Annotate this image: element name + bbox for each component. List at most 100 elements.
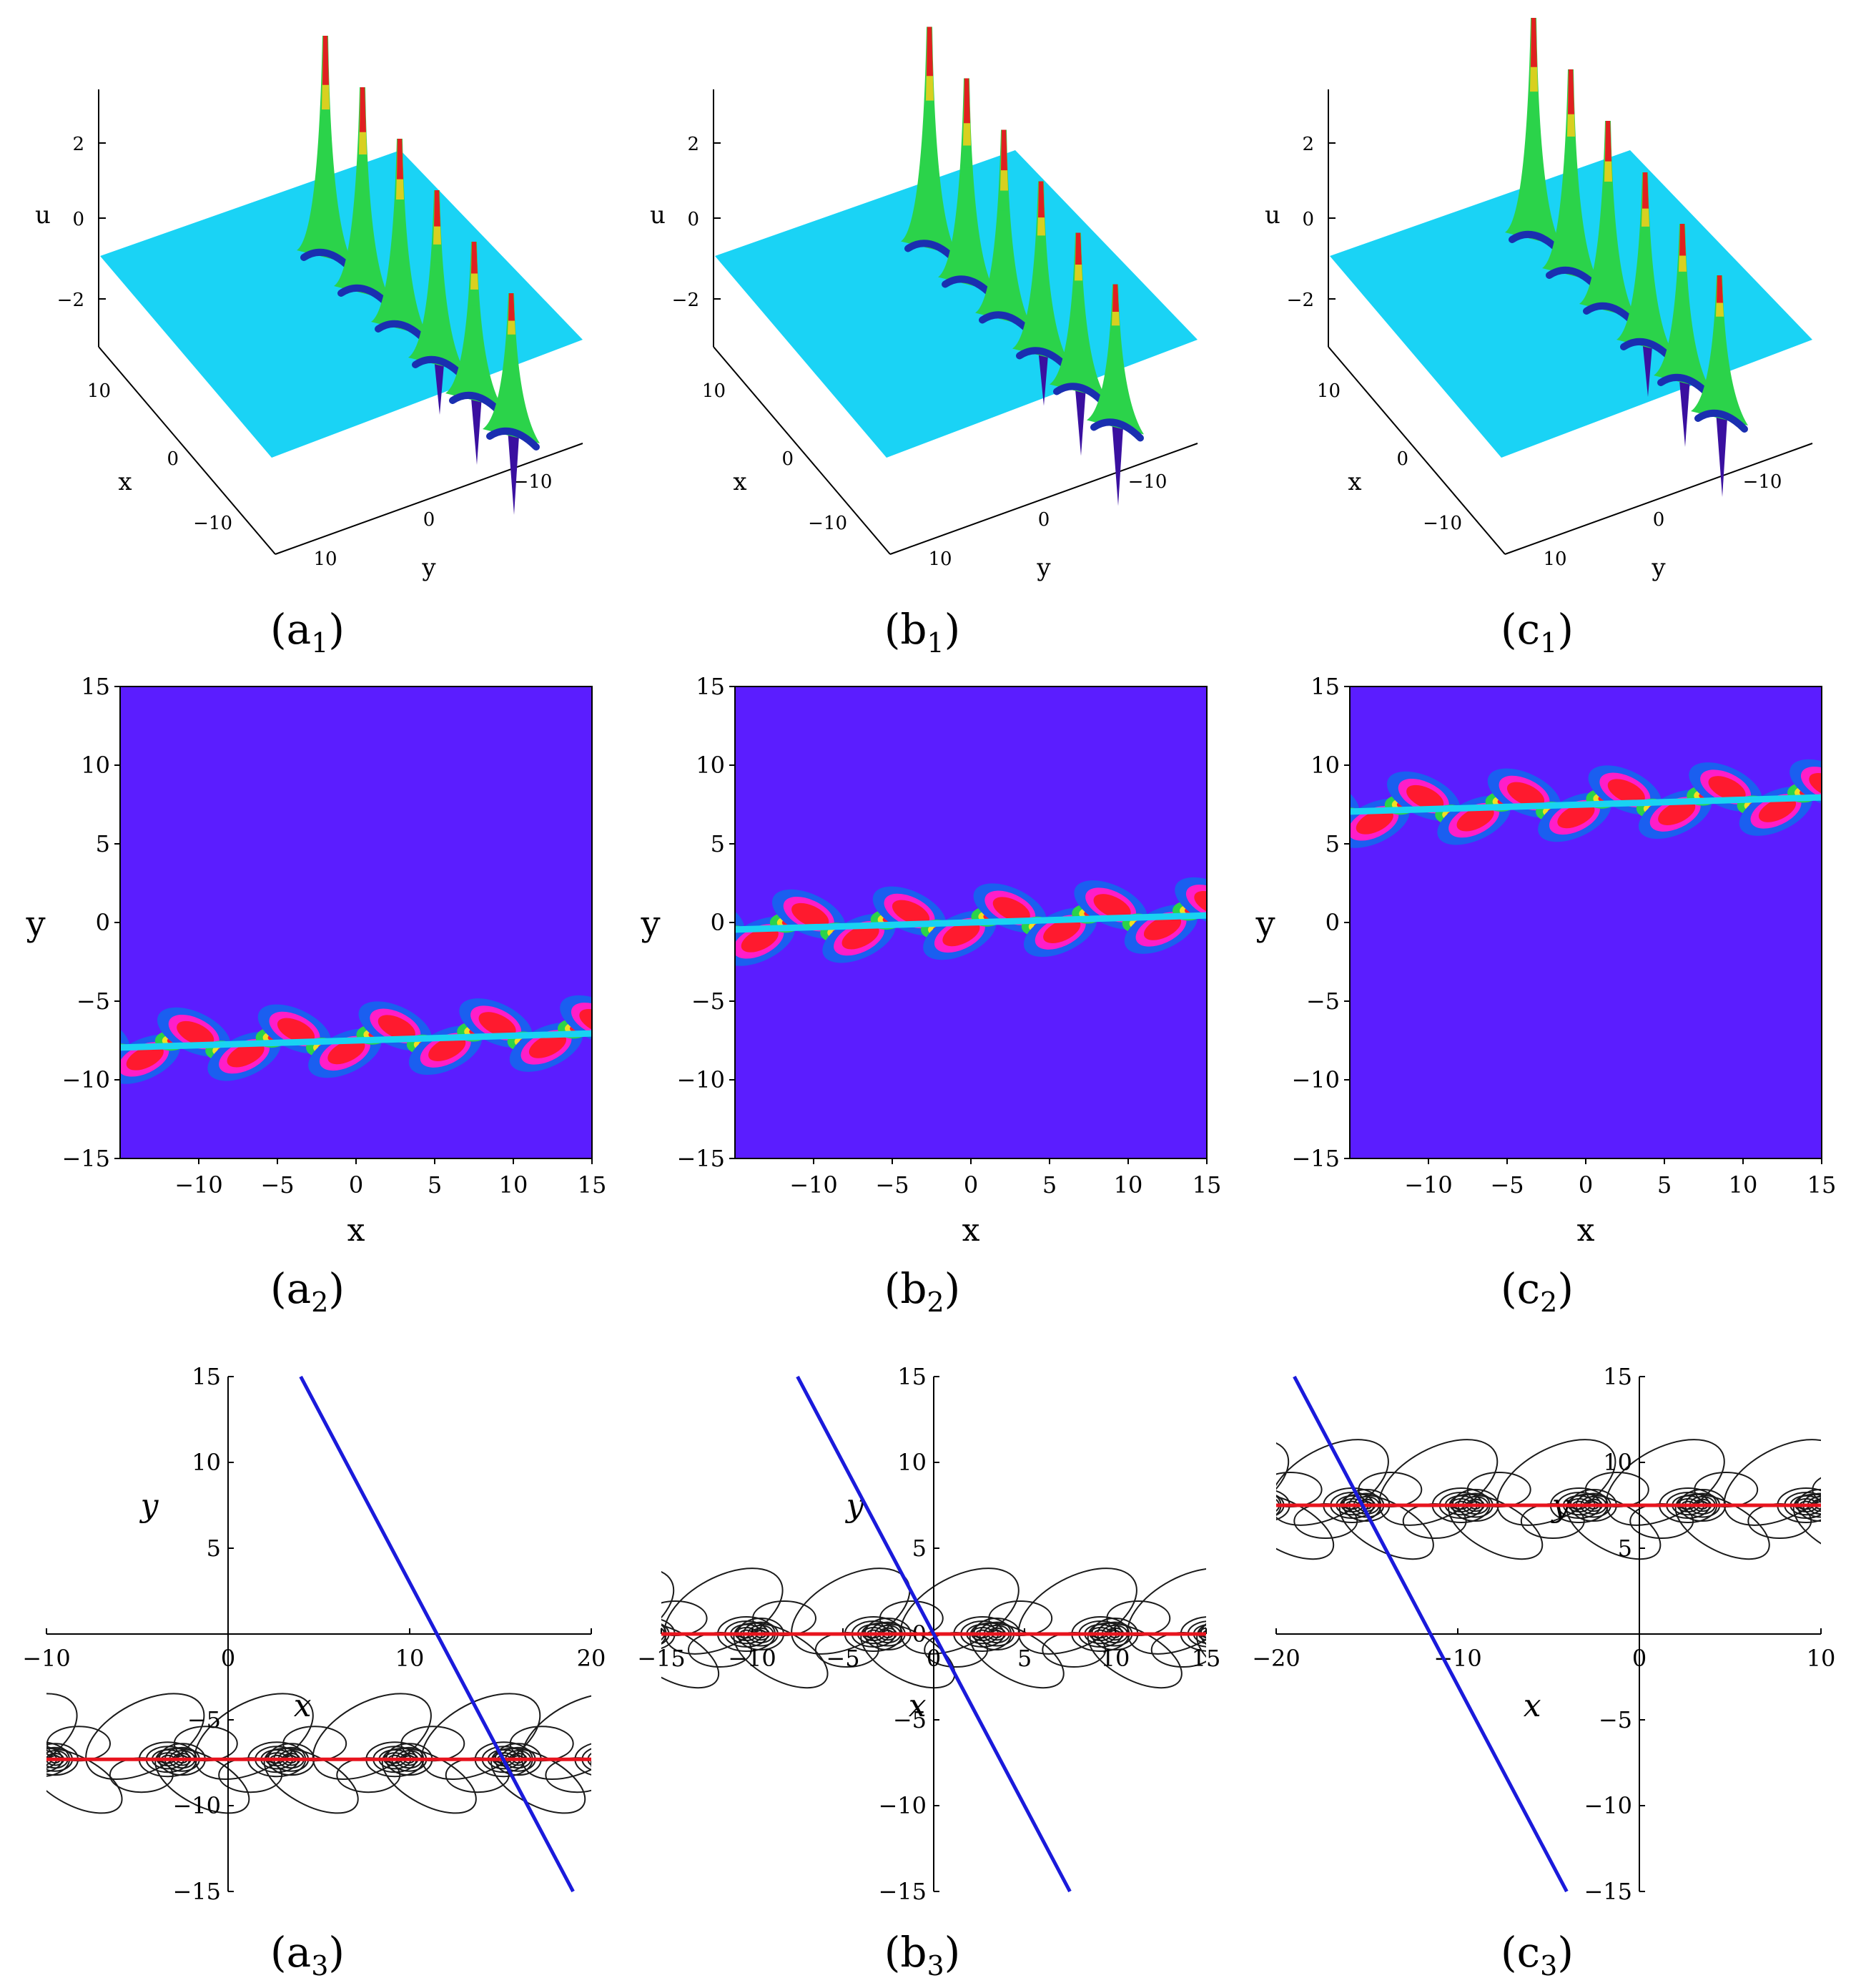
density-lobe-core — [1143, 915, 1182, 940]
density-lobe-core — [1607, 779, 1645, 804]
x-axis-label: x — [733, 468, 746, 496]
x-tick-label: 10 — [1317, 380, 1341, 402]
x-tick-label: −10 — [728, 1645, 776, 1672]
y-tick-label: 15 — [1310, 673, 1340, 700]
density-axis-line — [120, 1030, 592, 1051]
density-lobe-core — [277, 1018, 315, 1043]
density-lobe-core — [992, 897, 1030, 922]
density-spot-peak — [681, 923, 688, 929]
surface-ridge — [1654, 224, 1711, 390]
density-field — [66, 995, 592, 1084]
density-spot-core — [676, 920, 693, 932]
surface-trough — [1657, 373, 1711, 397]
surface-ridge — [1050, 232, 1107, 399]
panel-caption: (b2) — [884, 1264, 961, 1318]
surface-peak-band — [1643, 172, 1648, 191]
density-lobe-core — [478, 1012, 516, 1037]
y-axis-label: y — [139, 1487, 159, 1524]
x-tick-label: 0 — [964, 1171, 978, 1199]
x-tick-label: 20 — [577, 1645, 606, 1672]
contour-ring — [1276, 1498, 1280, 1512]
y-tick-label: −5 — [691, 988, 725, 1015]
blue-line — [1293, 1375, 1569, 1893]
density-lobe-core — [377, 1015, 415, 1040]
y-tick-label: 15 — [192, 1363, 221, 1390]
y-tick-label: −5 — [76, 988, 110, 1015]
contour-lobe — [1792, 1493, 1821, 1560]
contour-lobe — [610, 1726, 673, 1761]
y-tick-label: 15 — [1603, 1363, 1632, 1390]
x-tick-label: 10 — [1807, 1645, 1836, 1672]
contour-lobe — [1276, 1493, 1335, 1560]
surface-ridge — [334, 87, 391, 300]
z-tick-label: 2 — [1302, 134, 1314, 155]
y-axis-label: y — [1651, 553, 1666, 582]
y-tick-label: 10 — [1543, 548, 1566, 570]
contour-lobe — [1496, 1439, 1616, 1526]
x-tick-label: 15 — [578, 1171, 607, 1199]
density-lobe-core — [841, 924, 879, 950]
y-axis-label: y — [640, 904, 660, 944]
contour-lobe — [661, 1568, 675, 1655]
y-tick-label: 10 — [192, 1449, 221, 1476]
x-tick-label: 10 — [702, 380, 726, 402]
x-axis — [713, 346, 891, 555]
z-axis-label: u — [650, 201, 666, 230]
surface-peak-band — [1076, 232, 1081, 249]
density-lobe-core — [177, 1020, 214, 1046]
contour-lobe — [1448, 1493, 1544, 1560]
x-tick-label: 0 — [349, 1171, 363, 1199]
z-tick-label: 2 — [687, 134, 699, 155]
density-lobe-core — [227, 1042, 265, 1068]
contour-lobe — [1566, 1493, 1662, 1560]
x-tick-label: 15 — [1192, 1645, 1221, 1672]
y-tick-label: 15 — [696, 673, 725, 700]
contour-plot-a3: −10 0 10 20 15 10 5 −5 −10 −15 x y (a3) — [22, 1363, 673, 1982]
x-tick-label: 10 — [1101, 1645, 1130, 1672]
y-tick-label: 0 — [1653, 509, 1665, 531]
contour-ring — [1242, 1499, 1263, 1512]
contour-ring — [601, 1748, 635, 1771]
surface-ridge — [371, 139, 428, 336]
x-tick-label: 15 — [1807, 1171, 1837, 1199]
surface-peak-band — [509, 293, 514, 307]
x-tick-label: −10 — [1433, 1645, 1482, 1672]
surface-peak-band — [1569, 69, 1574, 92]
density-lobe-core — [1809, 772, 1822, 798]
contour-lobe — [1127, 1568, 1206, 1655]
surface-peak-band — [1113, 284, 1118, 298]
y-tick-label: −15 — [1584, 1878, 1632, 1905]
surface-trough — [486, 427, 540, 451]
density-lobe-core — [1194, 890, 1207, 916]
surface-trough — [449, 391, 503, 415]
y-axis-label: y — [1255, 904, 1275, 944]
density-lobe-core — [1456, 806, 1494, 832]
x-tick-label: −10 — [22, 1645, 71, 1672]
density-axis-line — [1350, 794, 1822, 815]
contour-ring — [606, 1751, 631, 1768]
contour-ring — [616, 1621, 659, 1647]
density-spot-core — [1845, 797, 1862, 808]
y-tick-label: 15 — [897, 1363, 927, 1390]
density-lobe-core — [1093, 894, 1131, 919]
y-tick-label: 10 — [928, 548, 952, 570]
x-tick-label: −5 — [260, 1171, 294, 1199]
y-tick-label: −5 — [1599, 1706, 1632, 1733]
contour-ring — [1205, 1632, 1206, 1636]
y-tick-label: −15 — [172, 1878, 221, 1905]
contour-lobe — [1378, 1439, 1499, 1526]
x-tick-label: 15 — [1193, 1171, 1222, 1199]
y-tick-label: −10 — [878, 1792, 927, 1819]
density-spot-peak — [1235, 917, 1242, 923]
contour-lobe — [1087, 1622, 1183, 1689]
blue-line — [796, 1375, 1072, 1893]
x-tick-label: 5 — [1042, 1171, 1057, 1199]
density-lobe-core — [579, 1008, 592, 1034]
y-tick-label: −15 — [61, 1145, 110, 1172]
density-spot — [1837, 792, 1866, 812]
contour-ring — [631, 1630, 644, 1638]
density-spot-peak — [66, 1041, 74, 1047]
z-tick-label: 0 — [687, 209, 699, 230]
